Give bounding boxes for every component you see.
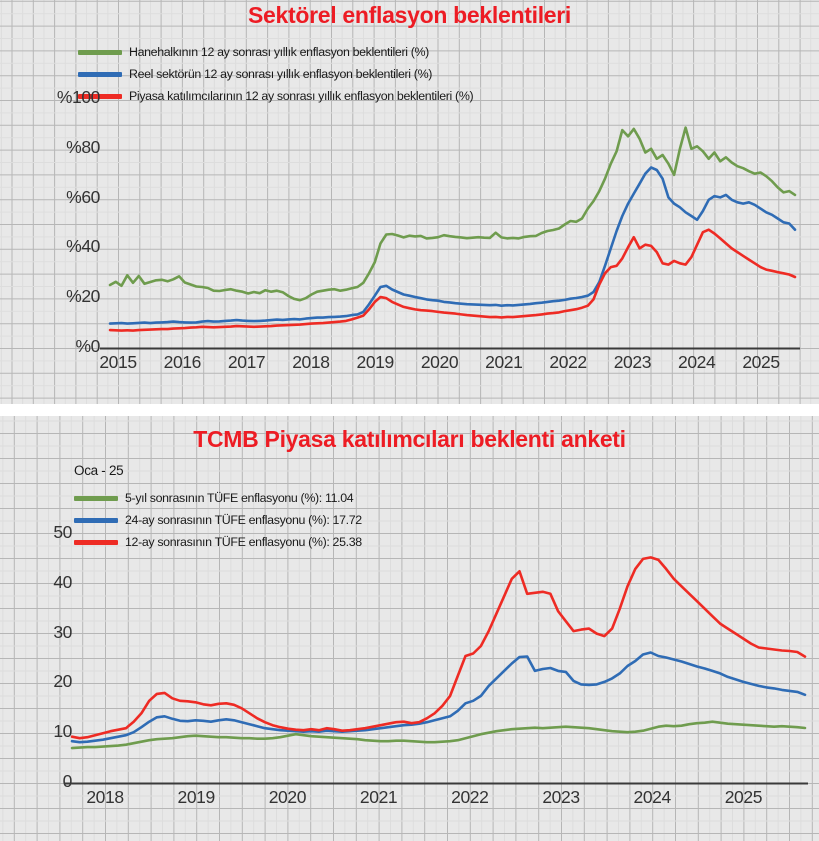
x-tick-label: 2025 (742, 352, 780, 372)
chart2-gridlines (0, 416, 819, 841)
y-tick-label: %40 (66, 236, 100, 257)
x-tick-label: 2022 (451, 787, 489, 807)
legend-swatch-green (78, 49, 122, 55)
x-tick-label: 2020 (268, 787, 307, 807)
legend-item-market[interactable]: Piyasa katılımcılarının 12 ay sonrası yı… (78, 85, 474, 107)
legend-label-12month: 12-ay sonrasının TÜFE enflasyonu (%): 25… (125, 535, 362, 549)
x-tick-label: 2017 (227, 352, 266, 372)
y-tick-label: %0 (75, 336, 101, 356)
y-tick-label: %100 (56, 87, 101, 107)
chart-panel-tcmb-survey: TCMB Piyasa katılımcıları beklenti anket… (0, 416, 819, 841)
chart2-date-note: Oca - 25 (74, 463, 124, 478)
legend-item-24month[interactable]: 24-ay sonrasının TÜFE enflasyonu (%): 17… (74, 509, 362, 531)
series-line (108, 166, 797, 325)
chart1-plot-area (100, 126, 800, 350)
chart2-plot-area (64, 556, 808, 785)
x-tick-label: 2021 (485, 352, 523, 372)
legend-swatch-blue (78, 71, 122, 77)
series-line (70, 720, 807, 750)
chart2-title: TCMB Piyasa katılımcıları beklenti anket… (193, 426, 626, 452)
x-tick-label: 2020 (420, 352, 459, 372)
chart2-legend: 5-yıl sonrasının TÜFE enflasyonu (%): 11… (74, 487, 362, 553)
legend-label-5year: 5-yıl sonrasının TÜFE enflasyonu (%): 11… (125, 491, 354, 505)
legend-swatch-green (74, 495, 118, 501)
x-tick-label: 2018 (86, 787, 124, 807)
x-tick-label: 2018 (292, 352, 330, 372)
x-tick-label: 2024 (678, 352, 716, 372)
chart1-legend: Hanehalkının 12 ay sonrası yıllık enflas… (78, 41, 474, 107)
y-tick-label: %20 (66, 286, 100, 307)
x-tick-label: 2023 (542, 787, 580, 807)
series-line (70, 556, 807, 740)
legend-swatch-red (74, 539, 118, 545)
legend-item-12month[interactable]: 12-ay sonrasının TÜFE enflasyonu (%): 25… (74, 531, 362, 553)
x-tick-label: 2019 (177, 787, 216, 807)
legend-item-realsector[interactable]: Reel sektörün 12 ay sonrası yıllık enfla… (78, 63, 473, 85)
y-tick-label: 30 (53, 621, 72, 642)
series-line (108, 228, 797, 332)
y-tick-label: %60 (66, 186, 100, 207)
panel-separator (0, 404, 819, 416)
x-tick-label: 2015 (99, 352, 137, 372)
x-tick-label: 2016 (163, 352, 202, 372)
series-line (108, 126, 797, 302)
x-tick-label: 2019 (356, 352, 395, 372)
x-tick-label: 2023 (613, 352, 652, 372)
legend-label-realsector: Reel sektörün 12 ay sonrası yıllık enfla… (129, 67, 433, 81)
x-tick-label: 2024 (633, 787, 672, 807)
y-tick-label: 40 (53, 571, 72, 592)
y-tick-label: 0 (62, 771, 73, 791)
legend-swatch-blue (74, 517, 118, 523)
y-tick-label: %80 (66, 136, 100, 157)
chart1-title: Sektörel enflasyon beklentileri (247, 2, 572, 28)
legend-label-24month: 24-ay sonrasının TÜFE enflasyonu (%): 17… (125, 513, 362, 527)
legend-label-market: Piyasa katılımcılarının 12 ay sonrası yı… (129, 89, 474, 103)
x-tick-label: 2022 (549, 352, 587, 372)
chart-panel-sectoral-inflation: Sektörel enflasyon beklentileri Hanehalk… (0, 0, 819, 404)
y-tick-label: 50 (53, 522, 72, 542)
legend-label-household: Hanehalkının 12 ay sonrası yıllık enflas… (129, 45, 429, 59)
series-line (70, 651, 807, 744)
x-tick-label: 2021 (359, 787, 398, 807)
x-tick-label: 2025 (724, 787, 763, 807)
chart1-gridlines (0, 0, 819, 404)
y-tick-label: 10 (53, 721, 72, 742)
y-tick-label: 20 (53, 671, 72, 692)
legend-swatch-red (78, 93, 122, 99)
legend-item-household[interactable]: Hanehalkının 12 ay sonrası yıllık enflas… (78, 41, 473, 63)
legend-item-5year[interactable]: 5-yıl sonrasının TÜFE enflasyonu (%): 11… (74, 487, 362, 509)
